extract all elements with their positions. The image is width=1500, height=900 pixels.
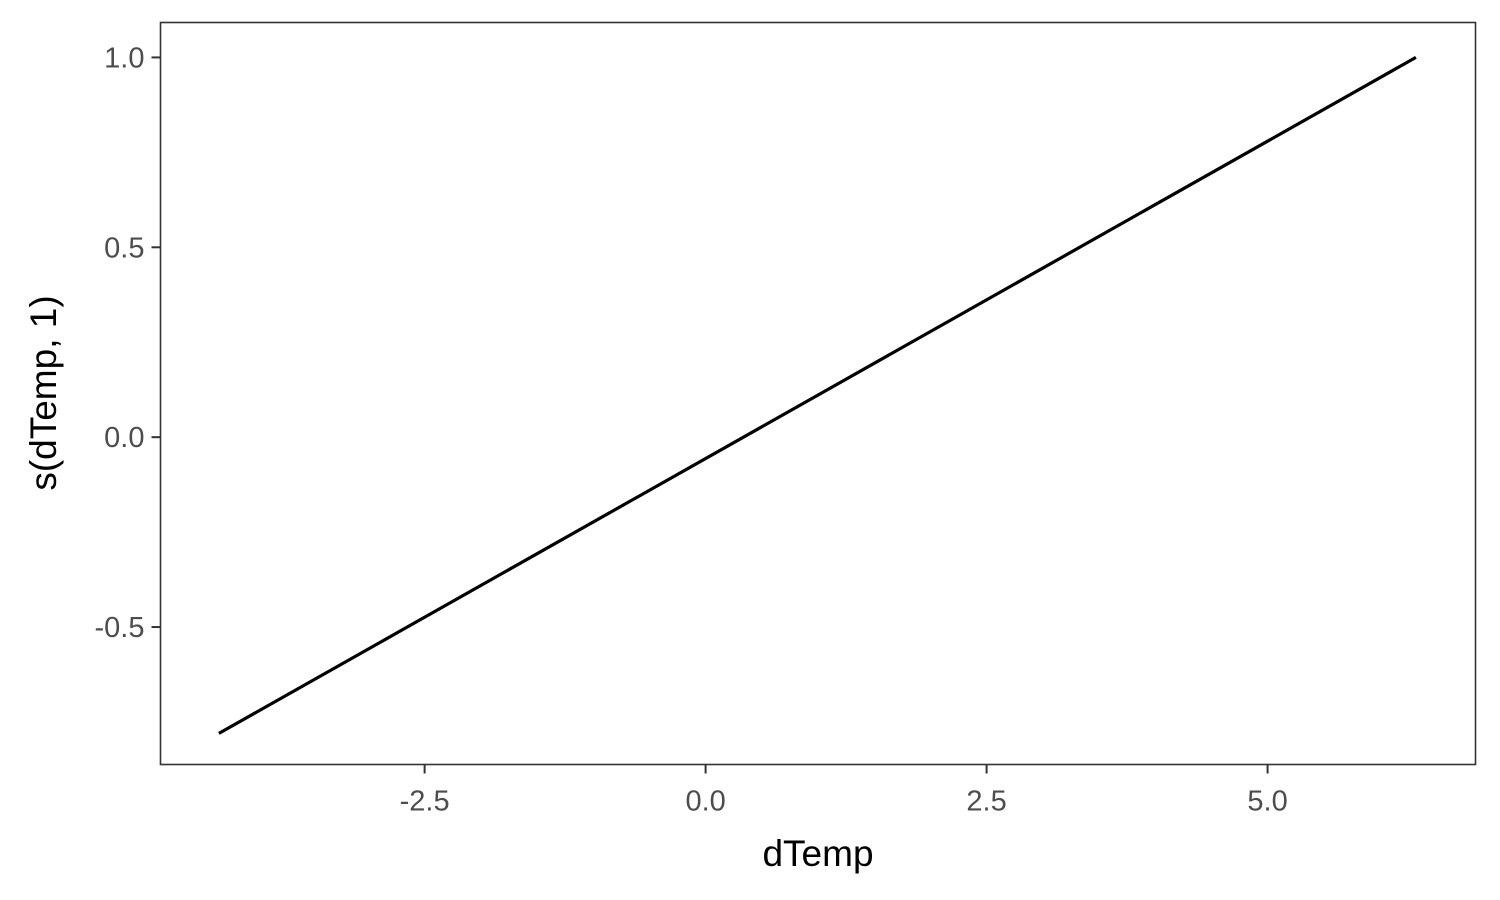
y-tick-label: -0.5 [95, 612, 145, 644]
x-tick-label: 5.0 [1247, 786, 1287, 818]
x-tick-label: -2.5 [400, 786, 450, 818]
series-line [218, 56, 1417, 735]
y-axis-title: s(dTemp, 1) [23, 295, 64, 490]
series-layer [218, 56, 1417, 735]
y-axis: -0.5 0.0 0.5 1.0 [95, 42, 161, 644]
x-tick-label: 2.5 [966, 786, 1006, 818]
y-tick-label: 1.0 [104, 42, 144, 74]
x-axis-title: dTemp [762, 833, 873, 874]
y-tick-label: 0.0 [104, 422, 144, 454]
x-axis: -2.5 0.0 2.5 5.0 [400, 764, 1288, 818]
y-tick-label: 0.5 [104, 232, 144, 264]
x-tick-label: 0.0 [685, 786, 725, 818]
